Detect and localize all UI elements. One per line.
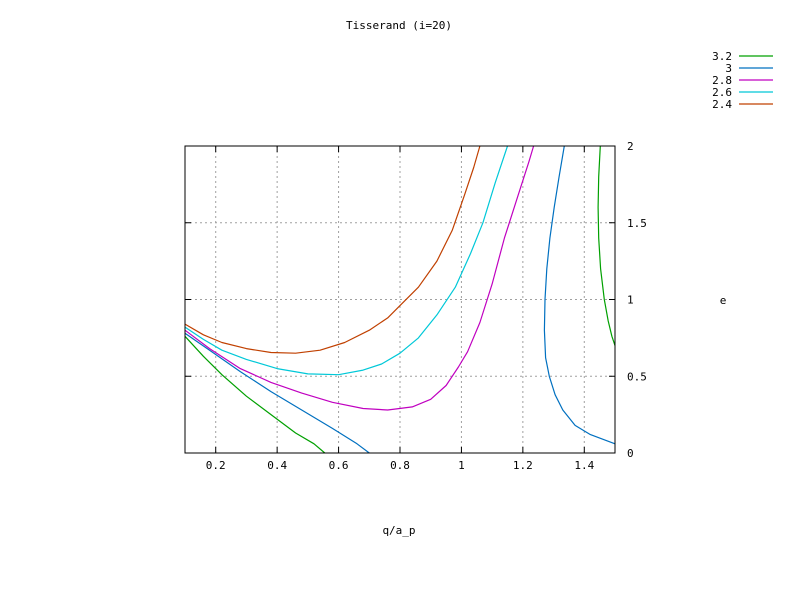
chart-title: Tisserand (i=20) <box>346 19 452 32</box>
y-axis-label: e <box>720 294 727 307</box>
grid-lines <box>185 146 615 453</box>
x-tick-label: 1.4 <box>574 459 594 472</box>
legend-label: 2.8 <box>712 74 732 87</box>
legend-label: 2.4 <box>712 98 732 111</box>
legend-label: 3.2 <box>712 50 732 63</box>
axis-ticks: 0.2 0.4 0.6 0.8 1 1.2 1.4 0 0.5 1 1.5 2 <box>185 140 647 472</box>
series-2.4-curve-1 <box>184 145 481 354</box>
series-3.2-curve-1 <box>184 335 326 454</box>
series-3.2-curve-2 <box>597 145 616 346</box>
x-tick-label: 1 <box>458 459 465 472</box>
series-3-curve-2 <box>543 145 616 445</box>
series-curves <box>184 145 616 454</box>
y-tick-label: 1.5 <box>627 217 647 230</box>
y-tick-label: 0 <box>627 447 634 460</box>
legend-label: 2.6 <box>712 86 732 99</box>
x-tick-label: 0.4 <box>267 459 287 472</box>
series-3-curve-1 <box>184 332 370 454</box>
series-2.8-curve-1 <box>184 145 535 411</box>
series-2.6-curve-1 <box>184 145 509 376</box>
x-tick-label: 0.8 <box>390 459 410 472</box>
y-tick-label: 0.5 <box>627 370 647 383</box>
y-tick-label: 2 <box>627 140 634 153</box>
x-tick-label: 1.2 <box>513 459 533 472</box>
y-tick-label: 1 <box>627 294 634 307</box>
x-tick-label: 0.6 <box>329 459 349 472</box>
legend-label: 3 <box>725 62 732 75</box>
x-tick-label: 0.2 <box>206 459 226 472</box>
legend: 3.232.82.62.4 <box>712 50 773 111</box>
x-axis-label: q/a_p <box>382 524 415 537</box>
